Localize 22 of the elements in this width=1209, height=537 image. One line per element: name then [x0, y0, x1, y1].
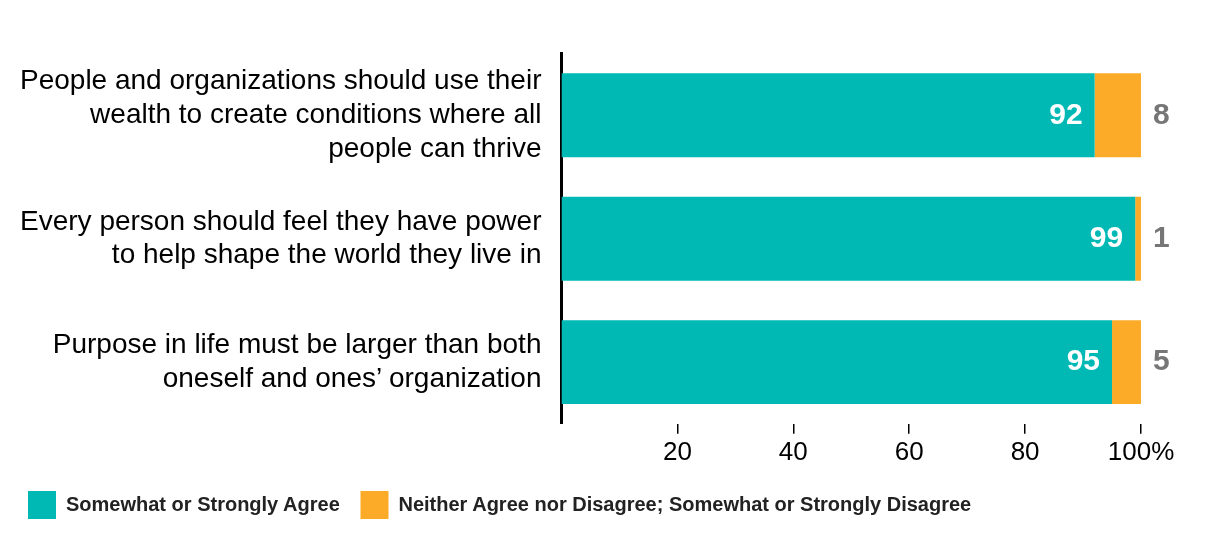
legend-label: Somewhat or Strongly Agree	[66, 492, 340, 515]
y-tick-label: Every person should feel they have power to help shape the world they live in	[20, 204, 542, 270]
data-label: 8	[1153, 96, 1170, 130]
data-label: 5	[1153, 343, 1170, 377]
x-tick-label: 60	[894, 435, 924, 466]
x-tick-label: 20	[662, 435, 692, 466]
bar	[1135, 196, 1141, 281]
bar	[561, 320, 1113, 405]
y-tick-label: People and organizations should use their wealth to create conditions where all people can thrive	[19, 64, 542, 163]
bar	[561, 196, 1136, 281]
data-label: 95	[1066, 343, 1101, 377]
y-tick-label: Purpose in life must be larger than both oneself and ones’ organization	[52, 328, 542, 393]
legend-label: Neither Agree nor Disagree; Somewhat or Strongly Disagree	[398, 492, 972, 515]
data-label: 1	[1153, 219, 1170, 253]
bar	[1112, 320, 1141, 405]
x-tick-label: 100%	[1107, 435, 1175, 466]
bar	[561, 73, 1095, 158]
data-label: 92	[1049, 96, 1083, 130]
bar	[1094, 73, 1141, 158]
data-label: 99	[1089, 219, 1124, 253]
x-tick-label: 80	[1010, 435, 1040, 466]
x-tick-label: 40	[778, 435, 808, 466]
